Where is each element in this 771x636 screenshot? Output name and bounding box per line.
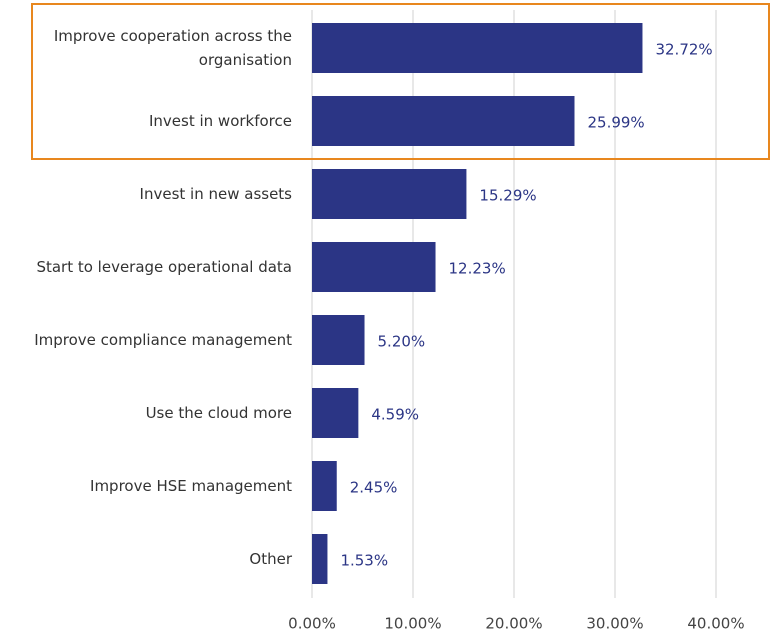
value-label: 4.59% bbox=[371, 406, 419, 424]
x-tick-label: 0.00% bbox=[288, 615, 336, 633]
value-label: 12.23% bbox=[449, 260, 506, 278]
bar bbox=[312, 388, 359, 438]
category-label: Improve cooperation across the organisat… bbox=[53, 27, 292, 69]
category-label: Improve compliance management bbox=[34, 331, 292, 349]
x-tick-label: 40.00% bbox=[687, 615, 744, 633]
value-label: 25.99% bbox=[587, 114, 644, 132]
value-label: 15.29% bbox=[479, 187, 536, 205]
bar bbox=[312, 96, 575, 146]
value-label: 2.45% bbox=[350, 479, 398, 497]
category-label: Invest in workforce bbox=[148, 112, 292, 130]
value-label: 32.72% bbox=[655, 41, 712, 59]
x-tick-label: 30.00% bbox=[586, 615, 643, 633]
category-label: Start to leverage operational data bbox=[36, 258, 292, 276]
value-label: 5.20% bbox=[378, 333, 426, 351]
bar bbox=[312, 461, 337, 511]
category-label: Use the cloud more bbox=[145, 404, 292, 422]
value-label: 1.53% bbox=[340, 552, 388, 570]
x-tick-label: 20.00% bbox=[485, 615, 542, 633]
bar bbox=[312, 169, 467, 219]
bar bbox=[312, 242, 436, 292]
bar bbox=[312, 23, 643, 73]
category-label: Invest in new assets bbox=[139, 185, 292, 203]
category-label: Other bbox=[249, 550, 292, 568]
category-label: Improve HSE management bbox=[90, 477, 292, 495]
x-tick-label: 10.00% bbox=[384, 615, 441, 633]
bar bbox=[312, 534, 328, 584]
bar bbox=[312, 315, 365, 365]
highlight-box bbox=[31, 3, 770, 160]
